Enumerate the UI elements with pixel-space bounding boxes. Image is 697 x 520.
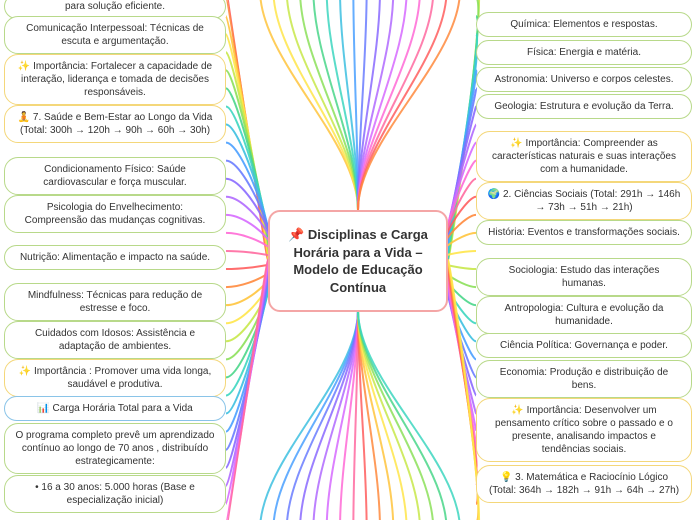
right-node-11[interactable]: ✨ Importância: Desenvolver um pensamento… [476,398,692,462]
left-node-7[interactable]: Mindfulness: Técnicas para redução de es… [4,283,226,321]
left-node-9[interactable]: ✨ Importância : Promover uma vida longa,… [4,359,226,397]
right-node-8[interactable]: Antropologia: Cultura e evolução da huma… [476,296,692,334]
center-label: 📌 Disciplinas e Carga Horária para a Vid… [288,227,428,295]
right-node-4[interactable]: ✨ Importância: Compreender as caracterís… [476,131,692,182]
right-node-10[interactable]: Economia: Produção e distribuição de ben… [476,360,692,398]
right-node-5[interactable]: 🌍 2. Ciências Sociais (Total: 291h → 146… [476,182,692,220]
left-node-12[interactable]: • 16 a 30 anos: 5.000 horas (Base e espe… [4,475,226,513]
left-node-3[interactable]: 🧘 7. Saúde e Bem-Estar ao Longo da Vida … [4,105,226,143]
left-node-11[interactable]: O programa completo prevê um aprendizado… [4,423,226,474]
left-node-6[interactable]: Nutrição: Alimentação e impacto na saúde… [4,245,226,270]
left-node-10[interactable]: 📊 Carga Horária Total para a Vida [4,396,226,421]
center-node[interactable]: 📌 Disciplinas e Carga Horária para a Vid… [268,210,448,312]
left-node-8[interactable]: Cuidados com Idosos: Assistência e adapt… [4,321,226,359]
left-node-5[interactable]: Psicologia do Envelhecimento: Compreensã… [4,195,226,233]
right-node-9[interactable]: Ciência Política: Governança e poder. [476,333,692,358]
right-node-0[interactable]: Química: Elementos e respostas. [476,12,692,37]
right-node-12[interactable]: 💡 3. Matemática e Raciocínio Lógico (Tot… [476,465,692,503]
right-node-3[interactable]: Geologia: Estrutura e evolução da Terra. [476,94,692,119]
right-node-7[interactable]: Sociologia: Estudo das interações humana… [476,258,692,296]
left-node-1[interactable]: Comunicação Interpessoal: Técnicas de es… [4,16,226,54]
left-node-4[interactable]: Condicionamento Físico: Saúde cardiovasc… [4,157,226,195]
mindmap-canvas: 📌 Disciplinas e Carga Horária para a Vid… [0,0,697,520]
right-node-6[interactable]: História: Eventos e transformações socia… [476,220,692,245]
left-node-2[interactable]: ✨ Importância: Fortalecer a capacidade d… [4,54,226,105]
right-node-2[interactable]: Astronomia: Universo e corpos celestes. [476,67,692,92]
right-node-1[interactable]: Física: Energia e matéria. [476,40,692,65]
